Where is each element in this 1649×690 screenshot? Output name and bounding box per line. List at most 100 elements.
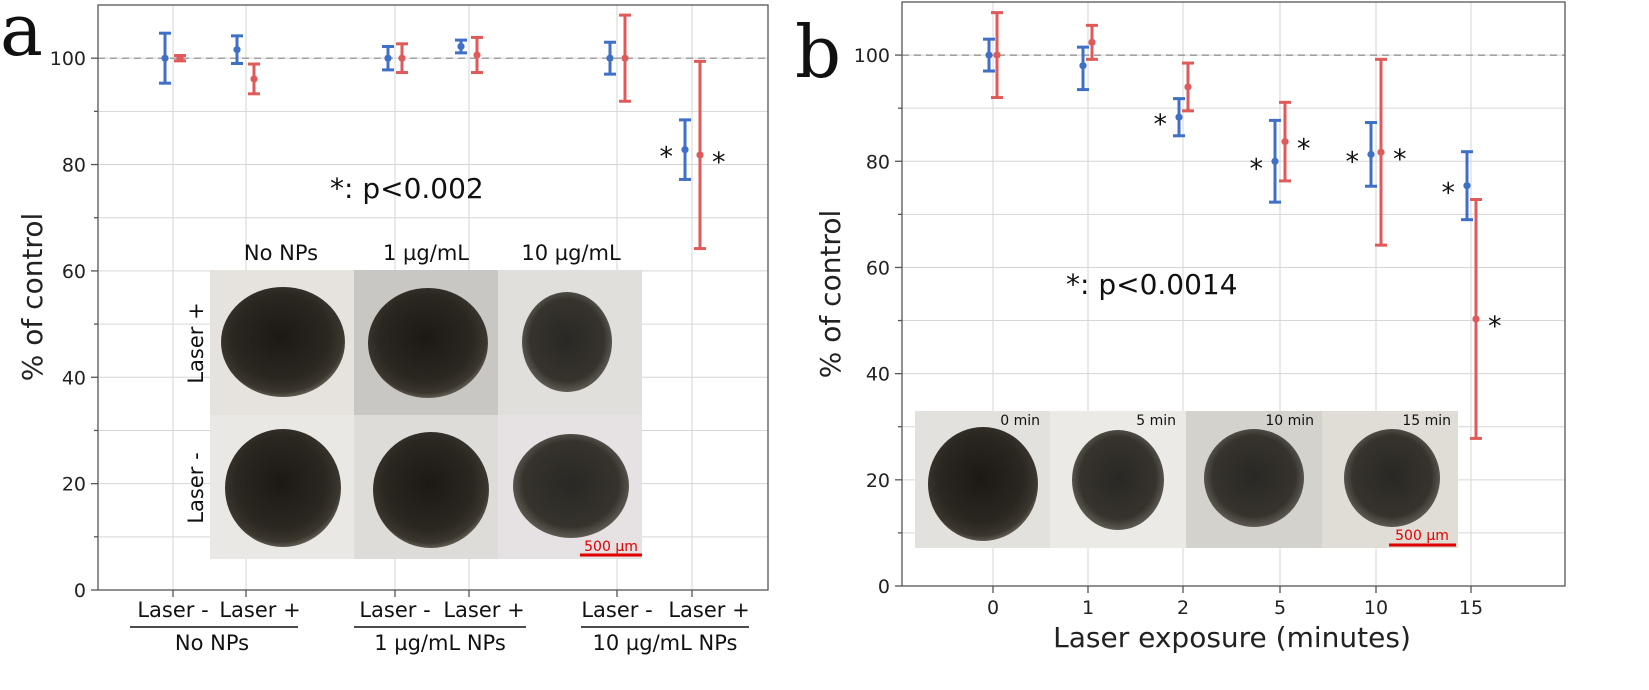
x-tick-label: Laser -: [359, 598, 430, 622]
spheroid-image: [225, 429, 341, 547]
data-point: [1377, 148, 1385, 156]
panel-label: a: [0, 0, 43, 72]
y-tick-label: 100: [50, 48, 86, 70]
error-bar-point: [159, 31, 171, 85]
data-point: [1079, 62, 1087, 70]
error-bar-point: [455, 38, 467, 55]
inset-time-label: 15 min: [1402, 413, 1451, 429]
scale-bar-label: 500 µm: [1395, 528, 1449, 544]
data-point: [250, 75, 258, 83]
panel-a: a 0 20 40 60 80 100 % of control 500 µm No NP…: [0, 0, 769, 655]
data-point: [696, 151, 704, 159]
group-label: No NPs: [175, 631, 249, 655]
x-tick-label: 1: [1082, 597, 1094, 619]
x-tick-label: 10: [1364, 597, 1388, 619]
inset-column-label: 1 µg/mL: [383, 241, 469, 265]
y-tick-label: 0: [878, 576, 890, 598]
data-marks: * * * * * * *: [983, 11, 1502, 440]
data-point: [681, 146, 689, 154]
y-tick-label: 60: [866, 257, 890, 279]
significance-star: *: [1346, 146, 1360, 177]
data-point: [606, 54, 614, 62]
spheroid-image: [522, 292, 612, 392]
y-tick-label: 40: [866, 364, 890, 386]
error-bar-point: [1086, 23, 1098, 61]
spheroid-image: [513, 434, 629, 538]
error-bar-point: [1182, 61, 1194, 113]
inset-column-label: No NPs: [244, 241, 318, 265]
spheroid-image: [1344, 429, 1440, 527]
data-point: [1175, 113, 1183, 121]
y-ticks: 0 20 40 60 80 100: [854, 45, 902, 598]
error-bar-point: [983, 37, 995, 73]
significance-note: *: p<0.0014: [1066, 268, 1238, 301]
inset-row-label: Laser -: [184, 452, 208, 523]
significance-star: *: [1488, 311, 1502, 342]
x-tick-label: 2: [1177, 597, 1189, 619]
significance-star: *: [660, 142, 674, 173]
data-point: [398, 54, 406, 62]
inset-images: 500 µm No NPs 1 µg/mL 10 µg/mL Laser + L…: [184, 241, 642, 559]
significance-star: *: [1154, 109, 1168, 140]
error-bar-point: *: [1346, 121, 1377, 188]
x-ticks: 0 1 2 5 10 15: [987, 586, 1483, 619]
data-point: [161, 54, 169, 62]
spheroid-image: [221, 287, 345, 397]
data-point: [457, 42, 465, 51]
error-bar-point: [231, 34, 243, 65]
spheroid-image: [1072, 430, 1164, 530]
significance-star: *: [712, 147, 726, 178]
data-point: [1463, 182, 1471, 190]
x-tick-label: 0: [987, 597, 999, 619]
y-tick-label: 60: [62, 261, 86, 283]
data-point: [1184, 83, 1192, 91]
data-point: [384, 54, 392, 62]
error-bar-point: [604, 40, 616, 76]
error-bar-point: [174, 54, 186, 63]
error-bar-point: *: [660, 118, 691, 181]
x-tick-label: Laser -: [137, 598, 208, 622]
error-bar-point: *: [694, 59, 726, 251]
y-tick-label: 100: [854, 45, 890, 67]
spheroid-image: [368, 288, 488, 398]
error-bar-point: *: [1250, 118, 1281, 204]
plot-frame: [97, 4, 769, 591]
error-bar-point: [1077, 45, 1089, 92]
inset-images: 0 min 5 min 10 min 15 min 500 µm: [915, 411, 1458, 548]
y-tick-label: 80: [866, 151, 890, 173]
x-tick-label: Laser +: [219, 598, 300, 622]
y-tick-label: 80: [62, 155, 86, 177]
x-tick-label: Laser -: [581, 598, 652, 622]
error-bar-point: [619, 13, 631, 103]
scale-bar-label: 500 µm: [584, 539, 638, 555]
data-point: [993, 51, 1001, 59]
error-bar-point: [382, 44, 394, 72]
error-bar-point: [248, 62, 260, 96]
error-bar-point: *: [1442, 150, 1473, 222]
significance-star: *: [1297, 134, 1311, 165]
inset-row-label: Laser +: [184, 302, 208, 383]
panel-label: b: [795, 10, 841, 94]
inset-column-label: 10 µg/mL: [521, 241, 621, 265]
x-category-labels: Laser - Laser + Laser - Laser + Laser - …: [130, 598, 750, 655]
spheroid-image: [928, 427, 1038, 541]
data-marks: * *: [159, 13, 726, 251]
data-point: [1271, 157, 1279, 165]
data-point: [473, 51, 481, 59]
y-ticks: 0 20 40 60 80 100: [50, 48, 98, 602]
x-tick-label: 5: [1274, 597, 1286, 619]
data-point: [985, 51, 993, 59]
x-tick-label: 15: [1459, 597, 1483, 619]
y-tick-label: 20: [62, 474, 86, 496]
significance-star: *: [1442, 178, 1456, 209]
group-label: 10 µg/mL NPs: [593, 631, 738, 655]
inset-time-label: 0 min: [1000, 413, 1040, 429]
data-point: [1367, 150, 1375, 158]
y-axis-label: % of control: [16, 213, 49, 381]
spheroid-image: [1204, 429, 1304, 527]
error-bar-point: *: [1279, 100, 1311, 183]
y-tick-label: 0: [74, 580, 86, 602]
significance-star: *: [1250, 153, 1264, 184]
panel-b: b 0 20 40 60 80 100 0 1 2 5 10 15 % of control Las…: [795, 1, 1566, 654]
y-tick-label: 20: [866, 470, 890, 492]
